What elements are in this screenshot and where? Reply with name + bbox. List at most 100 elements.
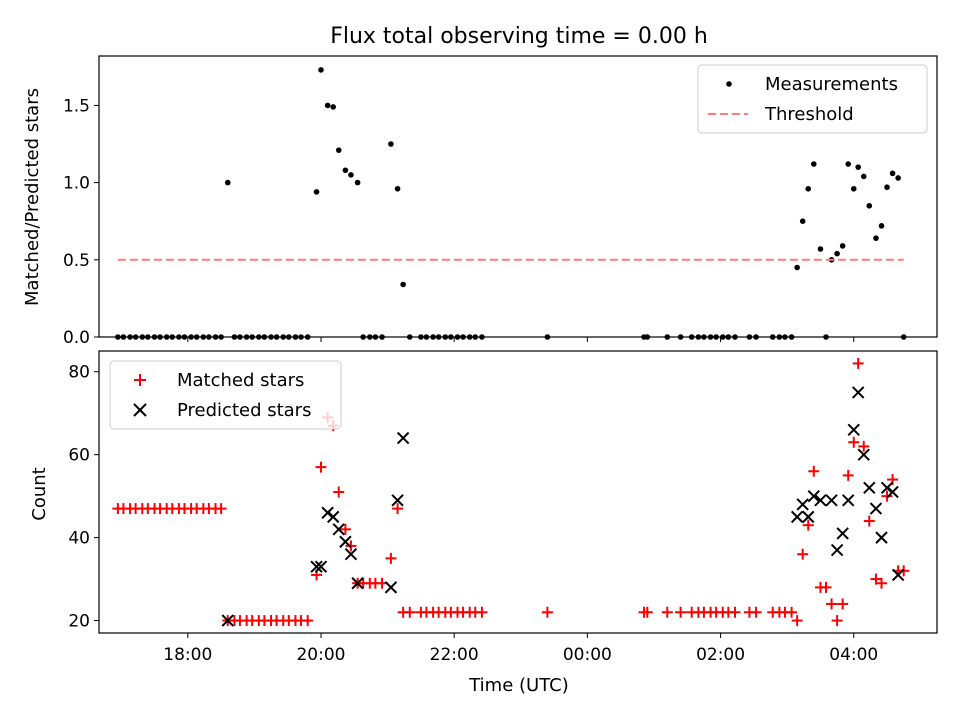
matched-star-point xyxy=(675,606,687,618)
measurement-point xyxy=(330,104,336,110)
measurement-point xyxy=(388,141,394,147)
predicted-star-point xyxy=(802,510,815,524)
legend-matched-plus-icon xyxy=(134,374,146,386)
measurement-point xyxy=(850,185,857,192)
bottom-x-tick-label: 18:00 xyxy=(163,645,212,665)
predicted-star-point xyxy=(326,510,340,524)
bottom-y-tick-label: 40 xyxy=(68,529,90,549)
matched-star-point xyxy=(797,548,809,560)
measurement-point xyxy=(313,189,320,195)
matched-star-point xyxy=(786,606,798,618)
predicted-star-point xyxy=(796,498,809,511)
matched-star-point xyxy=(729,606,741,618)
matched-star-point xyxy=(876,577,888,589)
matched-star-point xyxy=(215,503,227,515)
matched-star-point xyxy=(476,606,488,618)
measurement-point xyxy=(839,243,846,249)
top-axes-frame xyxy=(98,55,938,338)
matched-star-point xyxy=(641,606,653,618)
measurement-point xyxy=(895,175,901,181)
matched-star-point xyxy=(315,461,327,473)
matched-star-point xyxy=(661,606,673,618)
measurement-point xyxy=(342,167,349,174)
matched-star-point xyxy=(842,469,854,481)
matched-star-point xyxy=(302,615,314,627)
matched-star-point xyxy=(339,523,351,535)
matched-star-point xyxy=(385,552,397,564)
legend-measurements-label: Measurements xyxy=(765,74,898,95)
matched-star-point xyxy=(837,598,849,610)
predicted-star-point xyxy=(814,494,827,507)
bottom-legend: Matched stars Predicted stars xyxy=(109,360,342,430)
bottom-x-tick-label: 22:00 xyxy=(430,645,479,665)
measurement-point xyxy=(335,147,342,153)
bottom-panel: 18:00 20:00 22:00 00:00 02:00 04:00 20406080 … xyxy=(29,350,938,696)
measurement-point xyxy=(318,67,324,73)
measurement-point xyxy=(348,172,354,178)
top-legend: Measurements Threshold xyxy=(697,64,928,134)
predicted-star-point xyxy=(396,431,410,445)
top-y-tick-label: 0.5 xyxy=(63,251,90,271)
top-x-ticks xyxy=(187,337,855,342)
measurement-point xyxy=(794,264,800,271)
measurement-point xyxy=(873,235,879,241)
bottom-axes-frame xyxy=(98,350,938,634)
matched-star-point xyxy=(404,606,416,618)
measurement-point xyxy=(354,179,361,186)
top-panel: 0.0 0.5 1.0 1.5 Matched/Predicted stars Mea… xyxy=(22,55,938,348)
predicted-star-point xyxy=(857,448,870,461)
measurement-point xyxy=(810,161,817,167)
predicted-star-point xyxy=(310,560,323,573)
matched-star-point xyxy=(333,486,345,498)
bottom-legend-box xyxy=(109,360,342,430)
matched-star-point xyxy=(848,436,860,448)
matched-star-point xyxy=(808,465,820,477)
predicted-star-point xyxy=(344,547,358,561)
matched-star-point xyxy=(820,581,832,593)
measurement-point xyxy=(799,218,806,225)
predicted-star-point xyxy=(863,481,876,495)
predicted-star-point xyxy=(351,577,364,590)
measurement-point xyxy=(400,281,406,288)
predicted-star-point xyxy=(825,494,838,507)
measurement-point xyxy=(817,246,824,252)
predicted-star-point xyxy=(847,423,860,437)
top-y-axis-label: Matched/Predicted stars xyxy=(22,88,43,306)
matched-star-point xyxy=(870,573,882,585)
matched-star-point xyxy=(392,503,404,515)
measurement-point xyxy=(855,164,861,170)
measurement-point xyxy=(878,223,885,229)
predicted-star-point xyxy=(339,535,352,548)
top-y-tick-label: 0.0 xyxy=(63,328,90,348)
matched-star-point xyxy=(863,515,875,527)
matched-star-point xyxy=(750,606,762,618)
matched-star-point xyxy=(791,615,803,627)
top-y-ticks: 0.0 0.5 1.0 1.5 xyxy=(63,96,99,348)
measurement-point xyxy=(845,161,852,167)
measurement-point xyxy=(866,202,873,209)
bottom-y-tick-label: 20 xyxy=(68,612,90,632)
x-axis-label: Time (UTC) xyxy=(468,675,569,696)
predicted-star-point xyxy=(830,543,844,557)
bottom-y-ticks: 20 40 60 80 xyxy=(68,363,99,632)
measurement-point xyxy=(834,250,840,257)
predicted-star-point xyxy=(875,531,888,544)
bottom-x-tick-label: 02:00 xyxy=(696,645,745,665)
top-y-tick-label: 1.5 xyxy=(63,96,90,116)
matched-star-point xyxy=(858,440,870,452)
legend-predicted-label: Predicted stars xyxy=(177,400,311,421)
legend-predicted-x-icon xyxy=(133,403,147,417)
measurement-point xyxy=(860,173,867,180)
predicted-star-point xyxy=(790,510,804,524)
top-plot-marks xyxy=(115,67,907,340)
predicted-star-point xyxy=(869,502,883,515)
predicted-star-point xyxy=(886,485,899,499)
bottom-y-tick-label: 60 xyxy=(68,446,90,466)
measurement-point xyxy=(889,170,896,177)
matched-star-point xyxy=(852,357,864,369)
legend-threshold-label: Threshold xyxy=(764,104,854,125)
predicted-star-point xyxy=(851,386,865,399)
legend-matched-label: Matched stars xyxy=(177,370,304,391)
matched-star-point xyxy=(826,598,838,610)
